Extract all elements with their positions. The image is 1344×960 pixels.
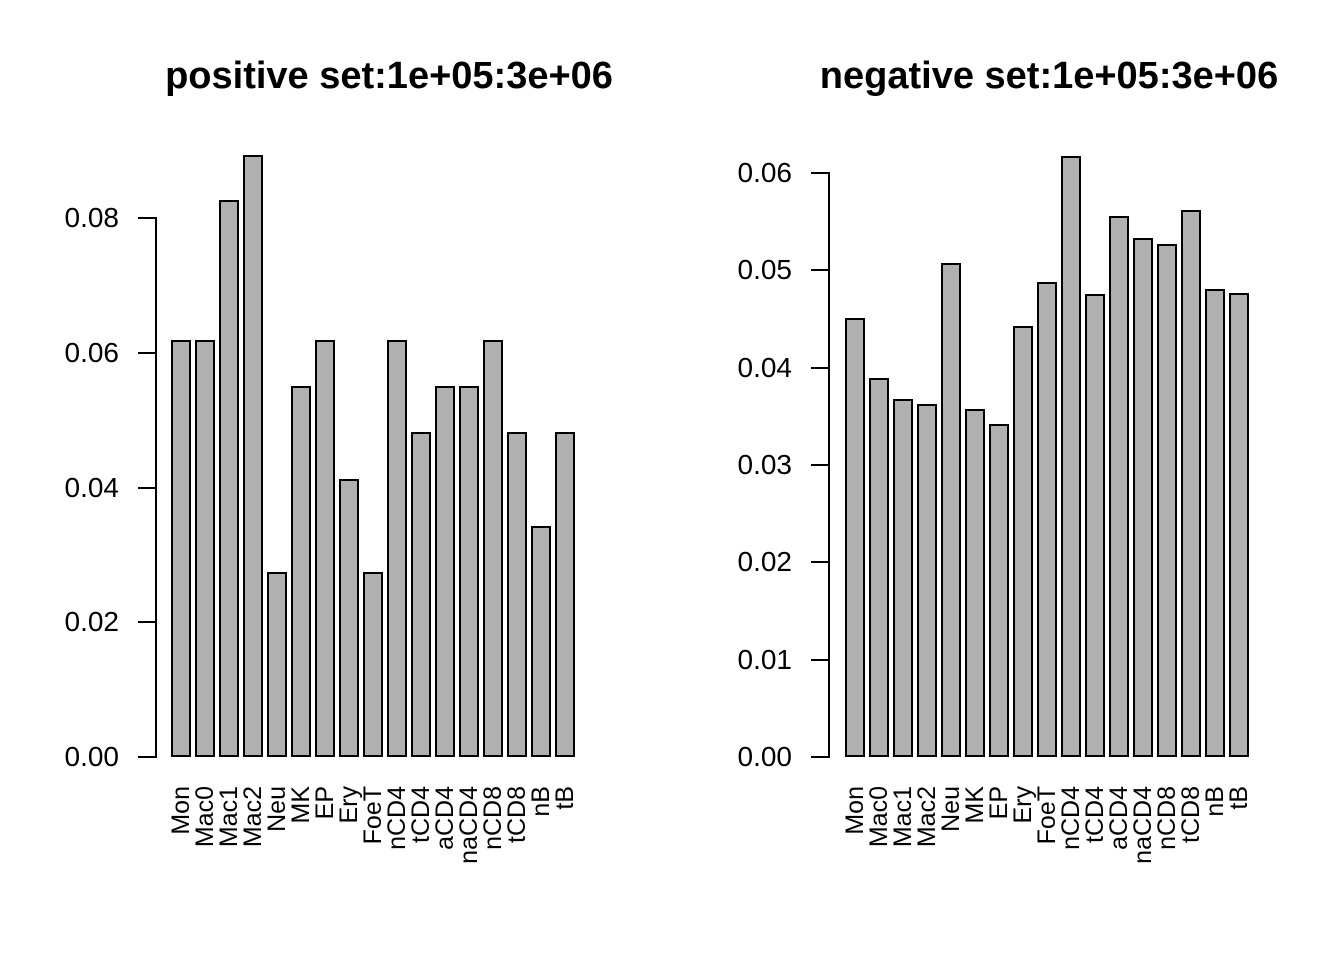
y-axis-tick-label: 0.04 xyxy=(737,352,793,383)
bar-foet xyxy=(1037,282,1057,757)
bar-mac0 xyxy=(195,340,215,757)
bar-acd4 xyxy=(435,386,455,757)
y-axis-tick-label: 0.02 xyxy=(737,546,793,577)
bar-mk xyxy=(291,386,311,757)
bar-tb xyxy=(1229,293,1249,757)
y-axis-tick-label: 0.08 xyxy=(64,202,120,233)
bar-tb xyxy=(555,432,575,757)
bar-tcd8 xyxy=(1181,210,1201,757)
y-axis-tick xyxy=(811,756,828,758)
bar-tcd4 xyxy=(411,432,431,757)
bar-ncd4 xyxy=(387,340,407,757)
y-axis-tick xyxy=(138,621,155,623)
y-axis-tick-label: 0.00 xyxy=(64,741,120,772)
y-axis-tick xyxy=(138,756,155,758)
chart-title: negative set:1e+05:3e+06 xyxy=(819,55,1279,97)
bar-ep xyxy=(315,340,335,757)
bar-neu xyxy=(267,572,287,757)
y-axis-tick xyxy=(811,659,828,661)
y-axis-line xyxy=(155,217,157,758)
bar-ery xyxy=(1013,326,1033,757)
y-axis-tick xyxy=(811,367,828,369)
bar-mk xyxy=(965,409,985,757)
bar-acd4 xyxy=(1109,216,1129,757)
bar-ery xyxy=(339,479,359,757)
y-axis-tick-label: 0.02 xyxy=(64,606,120,637)
y-axis-tick-label: 0.03 xyxy=(737,449,793,480)
y-axis-tick xyxy=(811,561,828,563)
bar-mac2 xyxy=(243,155,263,757)
bar-nacd4 xyxy=(1133,238,1153,757)
y-axis-tick xyxy=(138,217,155,219)
bar-mon xyxy=(845,318,865,757)
y-axis-tick-label: 0.04 xyxy=(64,472,120,503)
bar-ncd8 xyxy=(483,340,503,757)
y-axis-tick xyxy=(138,352,155,354)
bar-ep xyxy=(989,424,1009,757)
y-axis-tick xyxy=(811,269,828,271)
bar-nb xyxy=(1205,289,1225,757)
bar-mac1 xyxy=(219,200,239,757)
y-axis-tick-label: 0.06 xyxy=(64,337,120,368)
bar-mon xyxy=(171,340,191,757)
bar-foet xyxy=(363,572,383,757)
y-axis-tick xyxy=(811,464,828,466)
bar-mac0 xyxy=(869,378,889,757)
bar-nb xyxy=(531,526,551,757)
bar-tcd4 xyxy=(1085,294,1105,757)
y-axis-tick-label: 0.05 xyxy=(737,254,793,285)
chart-title: positive set:1e+05:3e+06 xyxy=(165,55,613,97)
bar-ncd8 xyxy=(1157,244,1177,757)
y-axis-tick-label: 0.01 xyxy=(737,644,793,675)
x-axis-label-tb: tB xyxy=(1225,786,1253,810)
y-axis-tick-label: 0.06 xyxy=(737,157,793,188)
y-axis-tick xyxy=(811,172,828,174)
bar-ncd4 xyxy=(1061,156,1081,757)
y-axis-line xyxy=(828,172,830,758)
bar-mac2 xyxy=(917,404,937,757)
bar-tcd8 xyxy=(507,432,527,757)
bar-nacd4 xyxy=(459,386,479,757)
y-axis-tick xyxy=(138,487,155,489)
bar-mac1 xyxy=(893,399,913,757)
bar-neu xyxy=(941,263,961,757)
y-axis-tick-label: 0.00 xyxy=(737,741,793,772)
